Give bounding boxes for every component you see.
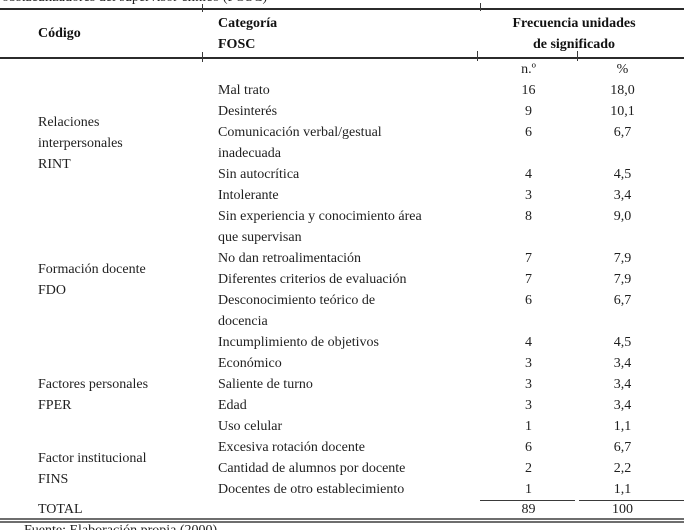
cell-category: Cantidad de alumnos por docente bbox=[218, 461, 406, 476]
table-row: Edad 3 3,4 bbox=[0, 395, 684, 416]
group-code-fdo: Formación docente FDO bbox=[38, 261, 146, 298]
table-row: Factor institucional FINS Excesiva rotac… bbox=[0, 437, 684, 487]
table-subheader-row: n.º % bbox=[0, 58, 684, 80]
cell-category: Intolerante bbox=[218, 188, 279, 203]
cell-category: Sin experiencia y conocimiento área que … bbox=[218, 209, 422, 245]
column-divider-tick bbox=[202, 4, 203, 12]
cell-pct: 3,4 bbox=[613, 356, 632, 371]
group-code-rint: Relaciones interpersonales RINT bbox=[38, 114, 123, 172]
cell-category: Uso celular bbox=[218, 419, 283, 434]
cell-category: Mal trato bbox=[218, 83, 270, 98]
cell-category: Excesiva rotación docente bbox=[218, 440, 365, 455]
pretotal-rule-gap bbox=[575, 499, 579, 501]
cell-n: 6 bbox=[525, 440, 532, 455]
cell-pct: 4,5 bbox=[613, 335, 632, 350]
cell-n: 3 bbox=[525, 356, 532, 371]
table-row: Factores personales FPER Económico 3 3,4 bbox=[0, 353, 684, 413]
cell-pct: 6,7 bbox=[613, 293, 632, 308]
group-code-fper: Factores personales FPER bbox=[38, 377, 149, 413]
table-bottom-rule bbox=[0, 518, 684, 523]
column-divider-tick bbox=[480, 3, 481, 11]
table-row: Docentes de otro establecimiento 1 1,1 bbox=[0, 479, 684, 501]
header-frecuencia: Frecuencia unidades de significado bbox=[480, 9, 684, 59]
cell-category: Económico bbox=[218, 356, 282, 371]
cell-category: Diferentes criterios de evaluación bbox=[218, 272, 407, 287]
column-divider-tick bbox=[202, 52, 203, 62]
cell-n: 8 bbox=[525, 209, 532, 224]
subheader-n: n.º bbox=[521, 62, 536, 77]
table-row: Uso celular 1 1,1 bbox=[0, 416, 684, 437]
cell-category: Saliente de turno bbox=[218, 377, 313, 392]
cell-category: No dan retroalimentación bbox=[218, 251, 362, 266]
table-total-row: TOTAL 89 100 bbox=[0, 500, 684, 518]
clipped-source-line: Fuente: Elaboración propia (2000) bbox=[24, 524, 624, 530]
group-code-fins: Factor institucional FINS bbox=[38, 450, 147, 487]
clipped-title-line: obstaculizadores del supervisor clínico … bbox=[2, 0, 602, 6]
subheader-pct: % bbox=[616, 62, 629, 77]
table-row: Sin autocrítica 4 4,5 bbox=[0, 164, 684, 185]
cell-n: 3 bbox=[525, 398, 532, 413]
cell-pct: 6,7 bbox=[613, 125, 632, 140]
total-pct: 100 bbox=[577, 500, 684, 518]
subheader-spacer bbox=[218, 58, 480, 80]
column-divider-tick bbox=[477, 51, 478, 61]
cell-n: 9 bbox=[525, 104, 532, 119]
cell-n: 4 bbox=[525, 335, 532, 350]
cell-pct: 10,1 bbox=[610, 104, 635, 119]
table-row: Desinterés 9 10,1 bbox=[0, 101, 684, 122]
cell-pct: 3,4 bbox=[613, 398, 632, 413]
cell-category: Desinterés bbox=[218, 104, 278, 119]
header-codigo: Código bbox=[0, 9, 218, 59]
cell-n: 1 bbox=[525, 419, 532, 434]
cell-pct: 1,1 bbox=[613, 419, 632, 434]
table-row: Relaciones interpersonales RINT Mal trat… bbox=[0, 80, 684, 172]
total-label: TOTAL bbox=[38, 501, 83, 517]
frequency-table: Código Categoría FOSC Frecuencia unidade… bbox=[0, 8, 684, 518]
cell-pct: 6,7 bbox=[613, 440, 632, 455]
subheader-spacer bbox=[0, 58, 218, 80]
cell-pct: 7,9 bbox=[613, 272, 632, 287]
cell-pct: 9,0 bbox=[613, 209, 632, 224]
table-row: Comunicación verbal/gestual inadecuada 6… bbox=[0, 122, 684, 164]
table-row: Diferentes criterios de evaluación 7 7,9 bbox=[0, 269, 684, 290]
cell-n: 1 bbox=[525, 482, 532, 497]
cell-n: 6 bbox=[525, 293, 532, 308]
table-row: Incumplimiento de objetivos 4 4,5 bbox=[0, 332, 684, 353]
cell-pct: 18,0 bbox=[610, 83, 635, 98]
cell-n: 7 bbox=[525, 272, 532, 287]
cell-pct: 1,1 bbox=[613, 482, 632, 497]
cell-n: 6 bbox=[525, 125, 532, 140]
cell-category: Comunicación verbal/gestual inadecuada bbox=[218, 125, 382, 161]
table-row: Cantidad de alumnos por docente 2 2,2 bbox=[0, 458, 684, 479]
cell-pct: 7,9 bbox=[613, 251, 632, 266]
cell-n: 2 bbox=[525, 461, 532, 476]
cell-category: Desconocimiento teórico de docencia bbox=[218, 293, 376, 329]
header-categoria: Categoría FOSC bbox=[218, 9, 480, 59]
cell-category: Docentes de otro establecimiento bbox=[218, 482, 405, 497]
table-row: Formación docente FDO Sin experiencia y … bbox=[0, 206, 684, 298]
cell-pct: 2,2 bbox=[613, 461, 632, 476]
source-text: Fuente: Elaboración propia (2000) bbox=[24, 524, 624, 530]
cell-n: 4 bbox=[525, 167, 532, 182]
cell-category: Incumplimiento de objetivos bbox=[218, 335, 379, 350]
cell-n: 16 bbox=[521, 83, 536, 98]
cell-n: 3 bbox=[525, 377, 532, 392]
table-row: No dan retroalimentación 7 7,9 bbox=[0, 248, 684, 269]
total-n: 89 bbox=[480, 500, 577, 518]
cell-n: 3 bbox=[525, 188, 532, 203]
cell-pct: 4,5 bbox=[613, 167, 632, 182]
cell-pct: 3,4 bbox=[613, 188, 632, 203]
table-row: Desconocimiento teórico de docencia 6 6,… bbox=[0, 290, 684, 332]
table-row: Intolerante 3 3,4 bbox=[0, 185, 684, 206]
cell-category: Edad bbox=[218, 398, 247, 413]
cell-category: Sin autocrítica bbox=[218, 167, 300, 182]
table-row: Saliente de turno 3 3,4 bbox=[0, 374, 684, 395]
cell-n: 7 bbox=[525, 251, 532, 266]
cell-pct: 3,4 bbox=[613, 377, 632, 392]
table-title-text: obstaculizadores del supervisor clínico … bbox=[2, 0, 602, 5]
column-divider-tick bbox=[577, 51, 578, 61]
table-header-row: Código Categoría FOSC Frecuencia unidade… bbox=[0, 9, 684, 59]
